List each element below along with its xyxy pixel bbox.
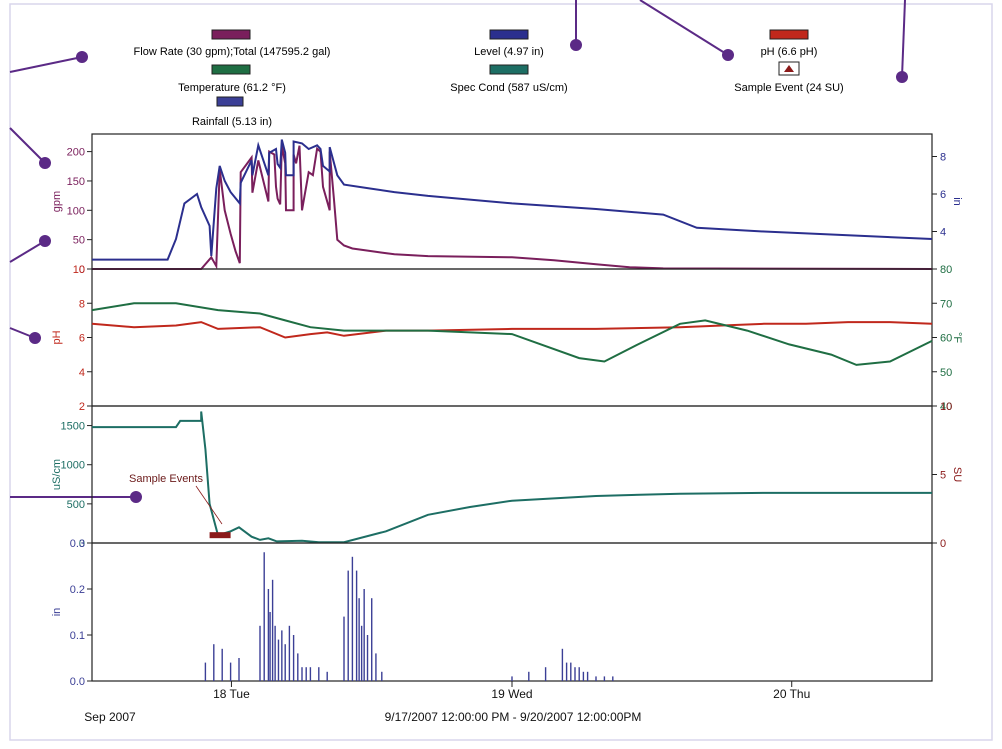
- callout-line-ph: [639, 0, 729, 56]
- legend-spec-cond: Spec Cond (587 uS/cm): [450, 82, 567, 94]
- left-axis-label-flow-level: gpm: [51, 191, 63, 212]
- series-line-temperature: [91, 302, 933, 366]
- left-tick-label-spec-cond: 500: [67, 499, 85, 511]
- left-tick-label-flow-level: 0: [79, 264, 85, 276]
- left-tick-label-flow-level: 100: [67, 205, 85, 217]
- series-line-level: [92, 139, 933, 261]
- left-tick-label-ph-temperature: 4: [79, 367, 85, 379]
- left-tick-label-flow-level: 200: [67, 147, 85, 159]
- left-tick-label-rainfall: 0.0: [70, 676, 85, 688]
- right-axis-label-spec-cond: SU: [951, 467, 963, 482]
- right-axis-label-flow-level: in: [951, 197, 963, 206]
- callout-dot-sample: [896, 71, 908, 83]
- left-tick-label-rainfall: 0.1: [70, 630, 85, 642]
- x-tick-label: 20 Thu: [773, 687, 810, 701]
- left-tick-label-flow-level: 150: [67, 176, 85, 188]
- chart-frame: [9, 3, 993, 741]
- callout-pointers: [9, 0, 908, 503]
- right-tick-label-spec-cond: 0: [940, 538, 946, 550]
- right-tick-label-ph-temperature: 60: [940, 333, 952, 345]
- series-line-flow-rate: [92, 145, 933, 270]
- x-tick-label: 19 Wed: [491, 687, 532, 701]
- left-tick-label-rainfall: 0.3: [70, 538, 85, 550]
- callout-dot-sample-events: [130, 491, 142, 503]
- footer-month: Sep 2007: [84, 710, 136, 724]
- left-tick-label-spec-cond: 1500: [61, 421, 85, 433]
- legend-level: Level (4.97 in): [474, 46, 544, 58]
- callout-dot-ph-axis: [29, 332, 41, 344]
- legend-sample-event: Sample Event (24 SU): [734, 82, 843, 94]
- left-axis-label-spec-cond: uS/cm: [51, 459, 63, 490]
- right-tick-label-ph-temperature: 40: [940, 401, 952, 413]
- legend-flow: Flow Rate (30 gpm);Total (147595.2 gal): [134, 46, 331, 58]
- sample-event-marker: [209, 532, 231, 539]
- left-tick-label-ph-temperature: 8: [79, 298, 85, 310]
- legend-swatch-flow: [211, 29, 251, 40]
- sample-events-annotation: Sample Events: [129, 473, 203, 485]
- sample-event-triangle-icon: [784, 65, 794, 72]
- callout-dot-ph: [722, 49, 734, 61]
- left-tick-label-flow-level: 50: [73, 235, 85, 247]
- right-tick-label-ph-temperature: 70: [940, 298, 952, 310]
- right-tick-label-flow-level: 8: [940, 152, 946, 164]
- right-tick-label-spec-cond: 10: [940, 401, 952, 413]
- legend-rainfall: Rainfall (5.13 in): [192, 116, 272, 128]
- left-tick-label-ph-temperature: 6: [79, 333, 85, 345]
- x-tick-label: 18 Tue: [213, 687, 250, 701]
- legend-swatch-ph: [769, 29, 809, 40]
- legend-swatch-spec-cond: [489, 64, 529, 75]
- callout-line-flow-axis: [9, 127, 46, 164]
- right-tick-label-ph-temperature: 50: [940, 367, 952, 379]
- series-line-spec-cond: [92, 411, 932, 544]
- annotation-leader-line: [195, 485, 223, 525]
- right-tick-label-flow-level: 4: [940, 227, 946, 239]
- left-tick-label-ph-temperature: 10: [73, 264, 85, 276]
- left-tick-label-rainfall: 0.2: [70, 584, 85, 596]
- callout-line-legend: [9, 56, 83, 73]
- legend-swatch-level: [489, 29, 529, 40]
- left-tick-label-spec-cond: 1000: [61, 460, 85, 472]
- left-tick-label-spec-cond: 0: [79, 538, 85, 550]
- left-axis-label-ph-temperature: pH: [51, 330, 63, 344]
- callout-dot-level: [570, 39, 582, 51]
- right-tick-label-spec-cond: 5: [940, 470, 946, 482]
- footer-date-range: 9/17/2007 12:00:00 PM - 9/20/2007 12:00:…: [385, 710, 642, 724]
- right-axis-label-ph-temperature: °F: [951, 332, 963, 343]
- right-tick-label-flow-level: 6: [940, 189, 946, 201]
- right-tick-label-ph-temperature: 80: [940, 264, 952, 276]
- legend-swatch-temperature: [211, 64, 251, 75]
- legend-temperature: Temperature (61.2 °F): [178, 82, 286, 94]
- left-axis-label-rainfall: in: [51, 608, 63, 617]
- callout-line-sample: [901, 0, 906, 78]
- legend: Flow Rate (30 gpm);Total (147595.2 gal) …: [134, 29, 844, 128]
- callout-dot-flow-axis: [39, 157, 51, 169]
- callout-line-level-axis: [9, 240, 46, 263]
- legend-swatch-rainfall: [216, 96, 244, 107]
- callout-dot-legend: [76, 51, 88, 63]
- left-tick-label-ph-temperature: 2: [79, 401, 85, 413]
- callout-dot-level-axis: [39, 235, 51, 247]
- legend-ph: pH (6.6 pH): [761, 46, 818, 58]
